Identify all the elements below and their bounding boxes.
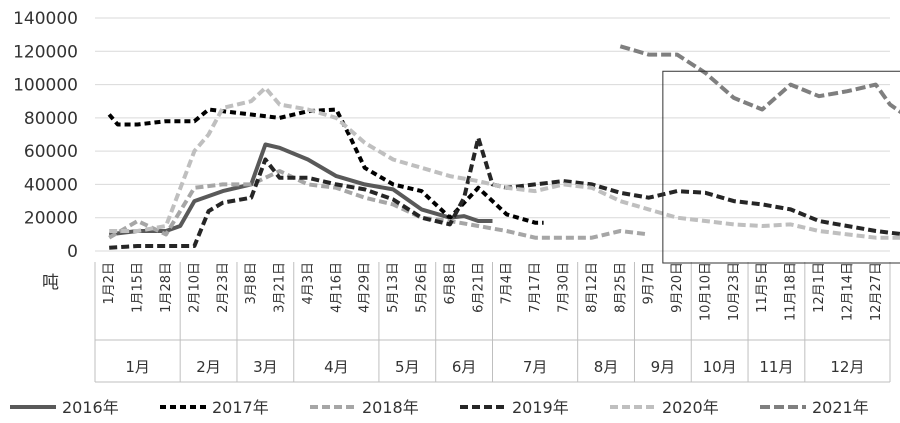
highlight-box xyxy=(662,70,900,264)
y-tick-label: 140000 xyxy=(13,9,78,29)
month-label: 5月 xyxy=(395,358,420,376)
x-tick-label: 11月5日 xyxy=(755,262,770,313)
y-tick-label: 100000 xyxy=(13,76,78,96)
x-tick-label: 10月10日 xyxy=(698,262,713,321)
month-label: 6月 xyxy=(452,358,477,376)
x-tick-label: 1月15日 xyxy=(131,262,146,313)
x-tick-label: 5月13日 xyxy=(386,262,401,313)
x-tick-label: 6月21日 xyxy=(471,262,486,313)
x-tick-label: 7月17日 xyxy=(528,262,543,313)
month-label: 3月 xyxy=(253,358,278,376)
x-tick-label: 5月26日 xyxy=(415,262,430,313)
x-tick-label: 12月14日 xyxy=(840,262,855,321)
y-tick-label: 80000 xyxy=(24,109,78,129)
grid xyxy=(95,17,890,252)
legend-label: 2021年 xyxy=(812,398,869,417)
y-axis: 0 20000 40000 60000 80000 100000 120000 140000 xyxy=(13,9,78,262)
month-label: 8月 xyxy=(594,358,619,376)
y-tick-label: 0 xyxy=(67,242,78,262)
x-tick-label: 1月2日 xyxy=(102,262,117,305)
y-tick-label: 20000 xyxy=(24,209,78,229)
legend-label: 2016年 xyxy=(62,398,119,417)
month-label: 2月 xyxy=(196,358,221,376)
x-tick-label: 4月3日 xyxy=(301,262,316,305)
x-tick-label: 1月28日 xyxy=(159,262,174,313)
month-axis: 1月 2月 3月 4月 5月 6月 7月 8月 9月 10月 11月 12月 xyxy=(94,262,891,383)
x-tick-label: 11月18日 xyxy=(784,262,799,321)
x-tick-label: 7月4日 xyxy=(500,262,515,305)
series-line xyxy=(619,44,900,114)
x-tick-label: 2月23日 xyxy=(216,262,231,313)
x-tick-label: 12月1日 xyxy=(812,262,827,313)
month-label: 11月 xyxy=(759,358,793,376)
x-tick-label: 2月10日 xyxy=(187,262,202,313)
x-tick-label: 9月20日 xyxy=(670,262,685,313)
series-line xyxy=(107,107,544,225)
x-tick-label: 12月27日 xyxy=(869,262,884,321)
month-label: 1月 xyxy=(125,358,150,376)
unit-label: 吨 xyxy=(42,273,59,293)
month-label: 4月 xyxy=(324,358,349,376)
x-tick-label: 8月12日 xyxy=(585,262,600,313)
month-label: 10月 xyxy=(703,358,737,376)
x-tick-label: 4月29日 xyxy=(358,262,373,313)
series-line xyxy=(109,135,900,250)
x-tick-label: 3月21日 xyxy=(273,262,288,313)
y-tick-label: 40000 xyxy=(24,175,78,195)
month-label: 12月 xyxy=(830,358,864,376)
x-tick-label: 8月25日 xyxy=(613,262,628,313)
y-tick-label: 60000 xyxy=(24,142,78,162)
x-tick-label: 7月30日 xyxy=(556,262,571,313)
legend-label: 2019年 xyxy=(512,398,569,417)
x-tick-label: 6月8日 xyxy=(443,262,458,305)
series-line xyxy=(109,85,900,240)
x-tick-label: 9月7日 xyxy=(642,262,657,305)
x-axis: 1月2日 1月15日 1月28日 2月10日 2月23日 3月8日 3月21日 4月3日 4月1… xyxy=(102,262,884,321)
x-tick-label: 4月16日 xyxy=(329,262,344,313)
legend: 2016年 2017年 2018年 2019年 2020年 2021年 xyxy=(10,398,869,417)
y-tick-label: 120000 xyxy=(13,42,78,62)
x-tick-label: 3月8日 xyxy=(244,262,259,305)
series xyxy=(107,44,900,250)
x-tick-label: 10月23日 xyxy=(727,262,742,321)
series-line xyxy=(108,169,649,240)
month-label: 7月 xyxy=(523,358,548,376)
annotation xyxy=(662,70,900,264)
legend-label: 2018年 xyxy=(362,398,419,417)
legend-label: 2017年 xyxy=(212,398,269,417)
month-label: 9月 xyxy=(651,358,676,376)
legend-label: 2020年 xyxy=(662,398,719,417)
